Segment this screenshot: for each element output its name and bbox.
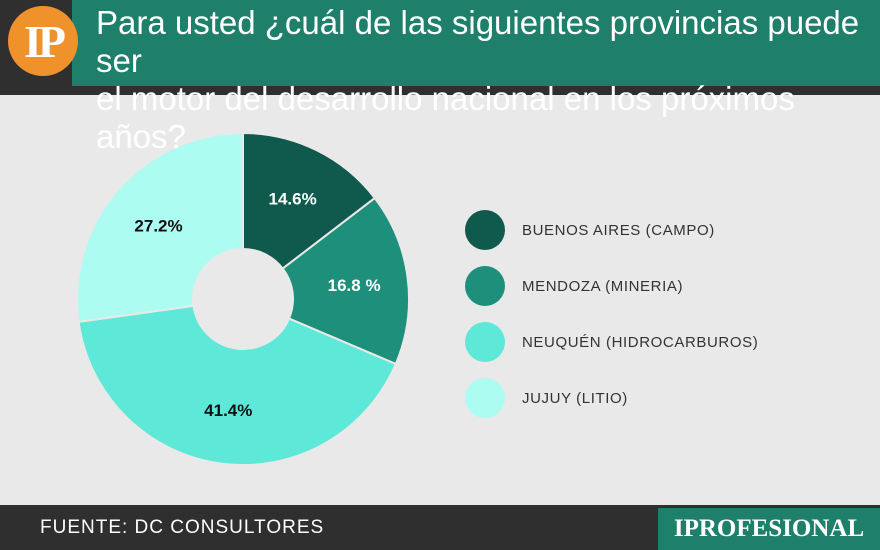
legend-item-neuquen: NEUQUÉN (HIDROCARBUROS) <box>465 322 845 362</box>
legend-swatch <box>465 322 505 362</box>
donut-chart: 14.6% 16.8 % 41.4% 27.2% <box>76 131 410 466</box>
slice-buenos-aires <box>242 131 377 271</box>
brand-logo: IPROFESIONAL <box>658 508 880 550</box>
legend-swatch <box>465 210 505 250</box>
legend: BUENOS AIRES (CAMPO) MENDOZA (MINERIA) N… <box>465 210 845 434</box>
slice-label-mendoza: 16.8 % <box>328 276 381 295</box>
ip-logo: IP <box>8 6 78 76</box>
slice-jujuy <box>76 131 244 324</box>
title-line-2: el motor del desarrollo nacional en los … <box>96 80 795 155</box>
legend-label: BUENOS AIRES (CAMPO) <box>522 221 715 239</box>
slice-neuquen <box>77 304 398 466</box>
legend-item-jujuy: JUJUY (LITIO) <box>465 378 845 418</box>
footer-bar: FUENTE: DC CONSULTORES IPROFESIONAL <box>0 505 880 550</box>
chart-title: Para usted ¿cuál de las siguientes provi… <box>96 4 866 156</box>
slice-label-jujuy: 27.2% <box>134 216 182 235</box>
title-line-1: Para usted ¿cuál de las siguientes provi… <box>96 4 860 79</box>
legend-swatch <box>465 378 505 418</box>
title-band <box>72 0 880 86</box>
slice-label-neuquen: 41.4% <box>204 401 252 420</box>
slice-mendoza <box>281 196 410 366</box>
slice-label-buenos-aires: 14.6% <box>268 190 316 209</box>
legend-item-mendoza: MENDOZA (MINERIA) <box>465 266 845 306</box>
legend-label: NEUQUÉN (HIDROCARBUROS) <box>522 333 759 351</box>
legend-swatch <box>465 266 505 306</box>
source-note: FUENTE: DC CONSULTORES <box>40 517 325 538</box>
legend-item-buenos-aires: BUENOS AIRES (CAMPO) <box>465 210 845 250</box>
legend-label: MENDOZA (MINERIA) <box>522 277 684 295</box>
legend-label: JUJUY (LITIO) <box>522 389 628 407</box>
